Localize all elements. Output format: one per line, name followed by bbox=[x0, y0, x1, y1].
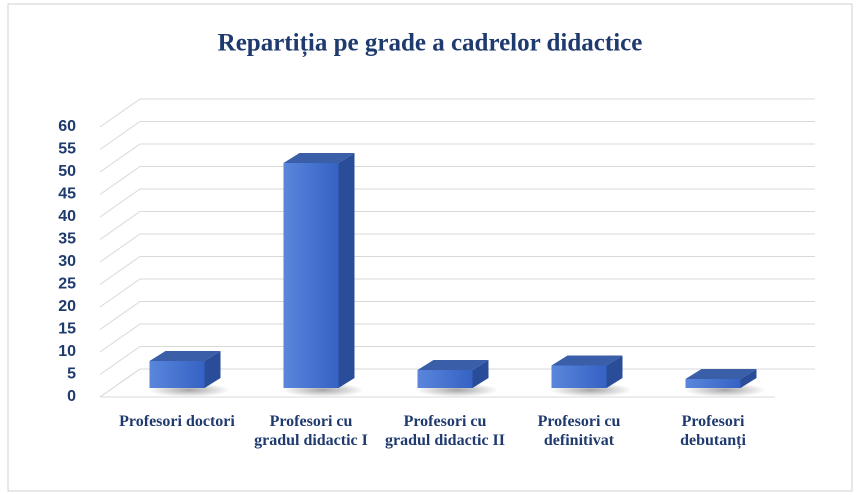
x-tick-label: Profesori cu definitivat bbox=[537, 413, 621, 449]
y-tick-label: 55 bbox=[58, 141, 76, 158]
y-tick-label: 50 bbox=[58, 163, 76, 180]
x-tick-label: Profesori doctori bbox=[119, 413, 235, 430]
bar-top bbox=[551, 355, 623, 366]
x-tick-label: Profesori cu gradul didactic II bbox=[384, 413, 505, 449]
grid-line bbox=[99, 166, 815, 195]
y-tick-label: 10 bbox=[58, 343, 76, 360]
y-tick-label: 60 bbox=[58, 118, 76, 135]
grid-line bbox=[99, 278, 815, 308]
bar-top bbox=[149, 351, 221, 361]
y-tick-label: 25 bbox=[58, 276, 76, 293]
y-tick-label: 20 bbox=[58, 298, 76, 315]
bar bbox=[417, 370, 473, 388]
y-tick-label: 40 bbox=[58, 208, 76, 225]
y-tick-label: 15 bbox=[58, 321, 76, 338]
grid-line bbox=[99, 188, 815, 218]
grid-line bbox=[99, 211, 815, 240]
bar-top bbox=[283, 153, 355, 163]
x-tick-label: Profesori cu gradul didactic I bbox=[254, 413, 368, 449]
grid-line bbox=[99, 346, 815, 375]
x-tick-label: Profesori debutanți bbox=[680, 413, 746, 449]
bar-side bbox=[472, 360, 489, 388]
grid-line bbox=[99, 301, 815, 330]
bar-side bbox=[740, 369, 757, 388]
bar bbox=[149, 361, 205, 388]
grid-line bbox=[99, 256, 815, 285]
y-tick-label: 35 bbox=[58, 231, 76, 248]
bar-side bbox=[204, 351, 221, 388]
bar bbox=[685, 379, 741, 388]
bar bbox=[283, 163, 339, 388]
bar-top bbox=[685, 369, 757, 379]
bar-top bbox=[417, 360, 489, 370]
chart-title: Repartiția pe grade a cadrelor didactice bbox=[218, 30, 643, 58]
grid-line bbox=[99, 323, 815, 353]
y-tick-label: 30 bbox=[58, 253, 76, 270]
y-tick-label: 45 bbox=[58, 186, 76, 203]
grid-line bbox=[99, 143, 815, 173]
y-tick-label: 0 bbox=[67, 388, 76, 405]
bar-side bbox=[338, 153, 355, 388]
bar-side bbox=[606, 355, 623, 388]
grid-line bbox=[99, 121, 815, 150]
bar bbox=[551, 365, 607, 388]
y-tick-label: 5 bbox=[67, 366, 76, 383]
chart-border bbox=[7, 3, 853, 492]
grid-line bbox=[99, 98, 815, 128]
grid-line bbox=[99, 233, 815, 263]
